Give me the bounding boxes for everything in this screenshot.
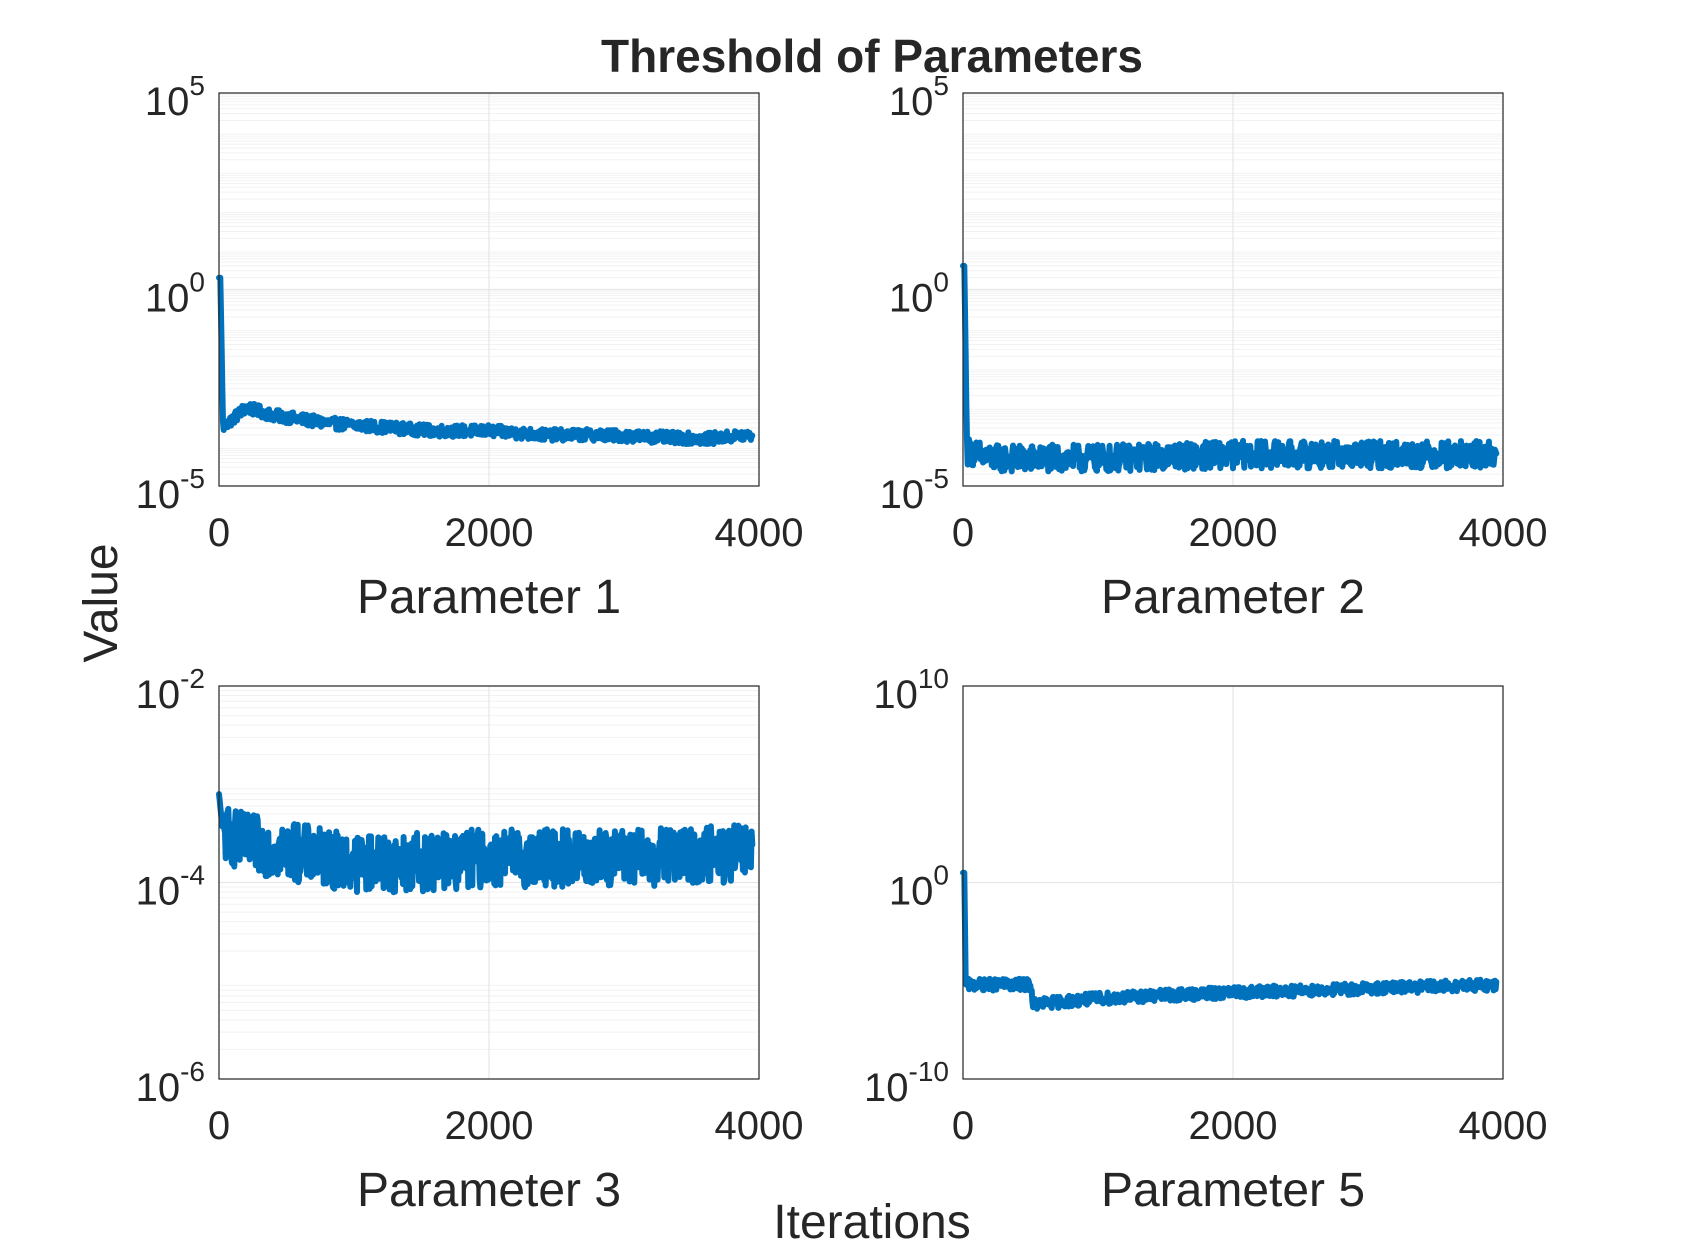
axes-box	[218, 685, 760, 1080]
x-tick-label: 2000	[445, 511, 534, 555]
y-tick-label: 105	[889, 70, 949, 124]
x-tick-label: 0	[208, 1104, 230, 1148]
axes-box	[962, 92, 1504, 487]
x-tick-label: 4000	[1459, 511, 1548, 555]
figure-title: Threshold of Parameters	[601, 30, 1143, 82]
x-tick-label: 4000	[715, 511, 804, 555]
y-tick-label: 100	[145, 267, 205, 321]
x-tick-label: 0	[952, 511, 974, 555]
y-tick-label: 100	[889, 860, 949, 914]
subplot-2: 0 2000 4000 10-5 100 105 Parameter 2	[880, 70, 1548, 624]
y-tick-label: 100	[889, 267, 949, 321]
x-tick-label: 2000	[445, 1104, 534, 1148]
figure-ylabel: Value	[75, 543, 128, 662]
series-line-parameter-1	[216, 274, 756, 447]
subplots: 0 2000 4000 10-5 100 105 Parameter 1 0 2000 4000 1…	[136, 70, 1548, 1217]
series-line-parameter-2	[960, 262, 1500, 475]
subplot-3: 0 2000 4000 10-6 10-4 10-2 Parameter 3	[136, 663, 804, 1217]
y-tick-label: 10-10	[864, 1056, 949, 1110]
subplot-xlabel: Parameter 1	[357, 571, 621, 624]
subplot-xlabel: Parameter 3	[357, 1164, 621, 1217]
x-tick-label: 2000	[1189, 511, 1278, 555]
axes-box	[962, 685, 1504, 1080]
y-tick-label: 10-6	[136, 1056, 205, 1110]
subplot-xlabel: Parameter 5	[1101, 1164, 1365, 1217]
x-tick-label: 0	[952, 1104, 974, 1148]
figure-xlabel: Iterations	[773, 1196, 970, 1249]
x-tick-label: 4000	[715, 1104, 804, 1148]
subplot-4: 0 2000 4000 10-10 100 1010 Parameter 5	[864, 663, 1547, 1217]
y-tick-label: 1010	[873, 663, 949, 717]
subplot-xlabel: Parameter 2	[1101, 571, 1365, 624]
x-tick-label: 2000	[1189, 1104, 1278, 1148]
series-line-parameter-3	[216, 791, 756, 896]
x-tick-label: 0	[208, 511, 230, 555]
y-tick-label: 10-2	[136, 663, 205, 717]
axes-box	[218, 92, 760, 487]
y-tick-label: 10-4	[136, 860, 205, 914]
y-tick-label: 10-5	[136, 463, 205, 517]
subplot-1: 0 2000 4000 10-5 100 105 Parameter 1	[136, 70, 804, 624]
x-tick-label: 4000	[1459, 1104, 1548, 1148]
series-line-parameter-5	[960, 869, 1500, 1012]
y-tick-label: 105	[145, 70, 205, 124]
y-tick-label: 10-5	[880, 463, 949, 517]
